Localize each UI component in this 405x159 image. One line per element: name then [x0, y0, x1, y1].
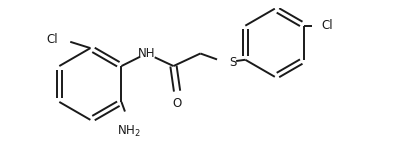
Text: NH$_2$: NH$_2$: [117, 123, 141, 138]
Text: S: S: [229, 56, 237, 69]
Text: O: O: [173, 97, 182, 110]
Text: NH: NH: [138, 47, 156, 60]
Text: Cl: Cl: [47, 33, 58, 46]
Text: Cl: Cl: [322, 19, 333, 32]
